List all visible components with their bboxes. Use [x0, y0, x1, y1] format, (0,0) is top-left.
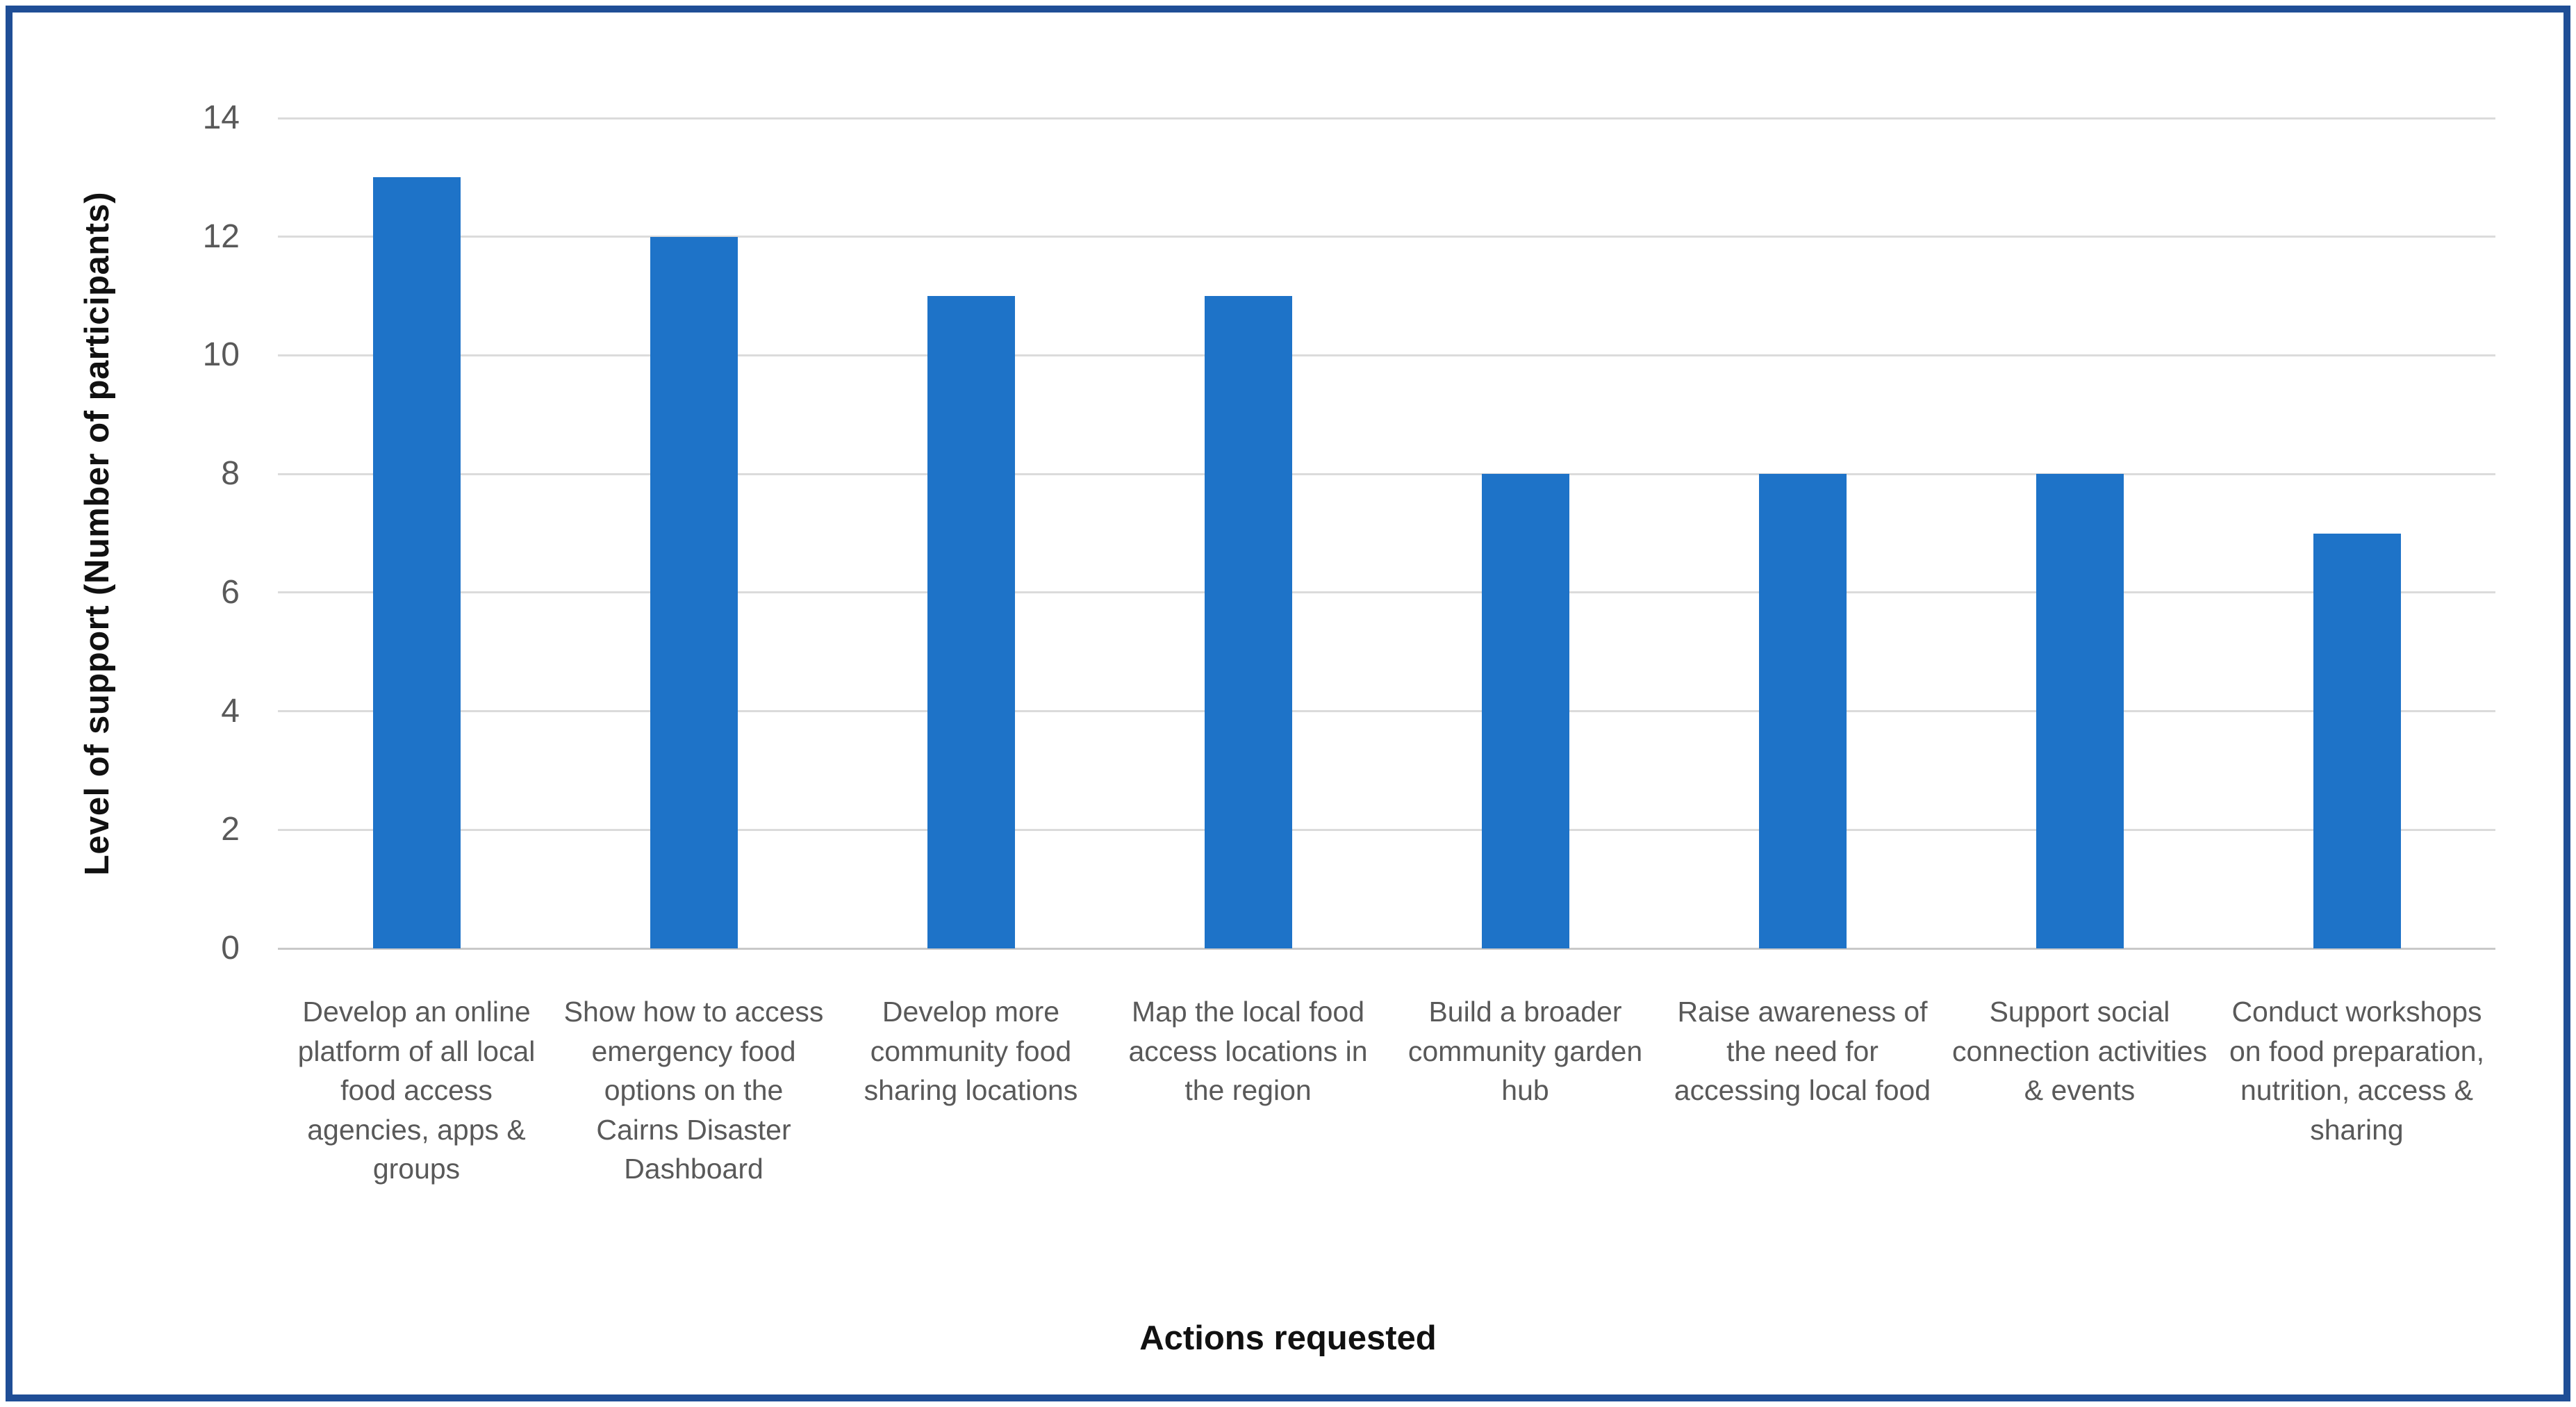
- category-label: Develop more community food sharing loca…: [864, 996, 1078, 1107]
- y-tick-label: 0: [221, 930, 240, 966]
- chart-frame-border: [6, 6, 2570, 1401]
- bar: [1758, 474, 1847, 948]
- gridline: [278, 472, 2495, 475]
- category-labels: Develop an online platform of all local …: [278, 992, 2495, 1189]
- plot-area: [278, 117, 2495, 950]
- y-tick-label: 8: [221, 455, 240, 493]
- bar: [2036, 474, 2124, 948]
- category-label: Show how to access emergency food option…: [563, 996, 824, 1185]
- category-label: Support social connection activities & e…: [1952, 996, 2207, 1107]
- category-label: Map the local food access locations in t…: [1128, 996, 1368, 1107]
- gridline: [278, 236, 2495, 238]
- bar: [927, 296, 1015, 948]
- y-tick-label: 12: [202, 217, 240, 255]
- y-tick-label: 10: [202, 336, 240, 374]
- bar: [1204, 296, 1292, 948]
- category-label: Conduct workshops on food preparation, n…: [2229, 996, 2484, 1146]
- bar: [372, 177, 461, 948]
- y-tick-label: 14: [202, 99, 240, 136]
- y-tick-label: 4: [221, 692, 240, 730]
- category-label: Raise awareness of the need for accessin…: [1674, 996, 1931, 1107]
- bar: [650, 236, 738, 948]
- y-tick-label: 6: [221, 573, 240, 611]
- gridline: [278, 591, 2495, 594]
- y-axis-tick-labels: 0 2 4 6 8 10 12 14: [0, 101, 240, 965]
- category-label: Build a broader community garden hub: [1407, 996, 1643, 1107]
- bar: [2313, 533, 2401, 948]
- bar: [1481, 474, 1569, 948]
- gridline: [278, 117, 2495, 120]
- gridline: [278, 710, 2495, 713]
- gridline: [278, 354, 2495, 356]
- x-axis-title: Actions requested: [1139, 1319, 1437, 1357]
- y-tick-label: 2: [221, 811, 240, 848]
- gridline: [278, 947, 2495, 950]
- gridline: [278, 828, 2495, 831]
- category-label: Develop an online platform of all local …: [297, 996, 536, 1185]
